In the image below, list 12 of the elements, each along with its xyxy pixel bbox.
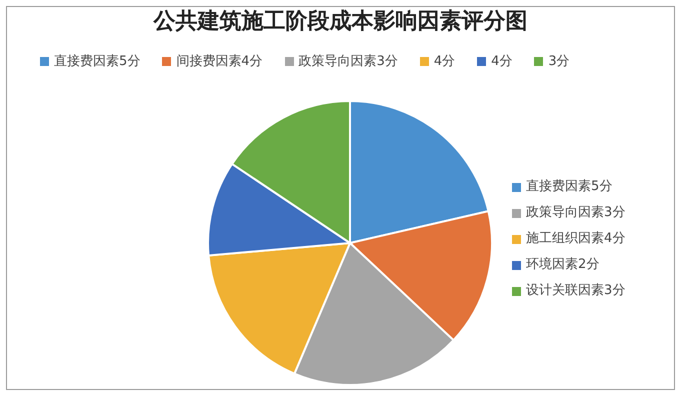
- legend-label: 4分: [490, 53, 512, 70]
- legend-label: 3分: [547, 53, 570, 70]
- text: 直接费因素5分: [525, 178, 614, 196]
- text: 设计关联因素3分: [525, 282, 626, 300]
- legend-label: 直接费因素5分: [53, 53, 140, 70]
- text: 环境因素2分: [525, 256, 600, 274]
- chart-title: 公共建筑施工阶段成本影响因素评分图: [152, 7, 528, 36]
- text: 施工组织因素4分: [525, 230, 626, 248]
- legend-label: 政策导向因素3分: [298, 53, 398, 70]
- legend-label: 间接费因素4分: [175, 53, 263, 70]
- legend-label: 4分: [432, 53, 456, 70]
- text: 政策导向因素3分: [525, 204, 626, 222]
